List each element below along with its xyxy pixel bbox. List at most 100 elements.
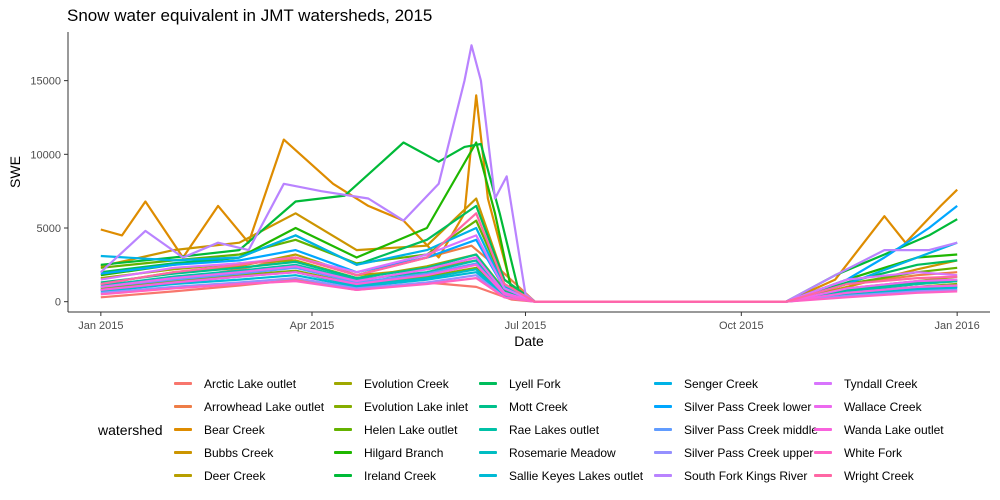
legend-key (174, 428, 192, 431)
legend-label: Wanda Lake outlet (844, 422, 944, 437)
series-line-white-fork (100, 277, 958, 303)
x-tick-label: Oct 2015 (719, 320, 764, 332)
legend-key (174, 474, 192, 477)
legend-title: watershed (98, 422, 163, 438)
series-line-tyndall-creek (100, 234, 958, 303)
legend-item: White Fork (814, 441, 954, 464)
x-tick-label: Jan 2015 (78, 320, 123, 332)
legend-key (814, 451, 832, 454)
legend-key (654, 451, 672, 454)
legend-key (654, 428, 672, 431)
legend-item: Silver Pass Creek lower (654, 395, 814, 418)
legend-key (479, 428, 497, 431)
legend-label: Helen Lake outlet (364, 422, 458, 437)
legend-item: Wright Creek (814, 464, 954, 487)
legend-key (654, 474, 672, 477)
series-line-wallace-creek (100, 256, 958, 303)
legend-key (174, 451, 192, 454)
legend-key (479, 405, 497, 408)
legend-key (334, 451, 352, 454)
legend-key (479, 451, 497, 454)
legend-item: Silver Pass Creek upper (654, 441, 814, 464)
legend-label: Lyell Fork (509, 376, 561, 391)
legend-item: Sallie Keyes Lakes outlet (479, 464, 654, 487)
legend-item: Wallace Creek (814, 395, 954, 418)
series-line-mott-creek (100, 253, 958, 303)
legend-label: Arctic Lake outlet (204, 376, 297, 391)
legend-key (814, 474, 832, 477)
legend-key (814, 428, 832, 431)
legend-key (654, 382, 672, 385)
y-tick-label: 0 (55, 297, 61, 309)
legend-label: Ireland Creek (364, 468, 437, 483)
legend-label: Rosemarie Meadow (509, 445, 616, 460)
legend-label: Evolution Creek (364, 376, 449, 391)
y-tick-label: 5000 (37, 223, 61, 235)
legend-label: Evolution Lake inlet (364, 399, 469, 414)
legend-label: Senger Creek (684, 376, 759, 391)
series-layer (100, 44, 958, 303)
legend-label: Silver Pass Creek middle (684, 422, 819, 437)
x-tick-label: Apr 2015 (290, 320, 335, 332)
legend-label: Silver Pass Creek upper (684, 445, 814, 460)
legend-key (334, 428, 352, 431)
legend-item: Tyndall Creek (814, 372, 954, 395)
legend-item: Rosemarie Meadow (479, 441, 654, 464)
legend-item: Bear Creek (174, 418, 334, 441)
legend-item: Arrowhead Lake outlet (174, 395, 334, 418)
legend-item: Evolution Creek (334, 372, 479, 395)
legend-key (334, 474, 352, 477)
legend-label: South Fork Kings River (684, 468, 808, 483)
legend-label: White Fork (844, 445, 903, 460)
legend-key (334, 405, 352, 408)
legend-label: Wallace Creek (844, 399, 922, 414)
legend-item: Lyell Fork (479, 372, 654, 395)
legend-items: Arctic Lake outlet Arrowhead Lake outlet B… (174, 372, 954, 487)
legend-key (479, 474, 497, 477)
x-tick-label: Jul 2015 (505, 320, 547, 332)
legend-item: Silver Pass Creek middle (654, 418, 818, 441)
legend-key (479, 382, 497, 385)
legend-label: Silver Pass Creek lower (684, 399, 812, 414)
legend-item: Ireland Creek (334, 464, 479, 487)
legend-key (814, 382, 832, 385)
legend-item: Hilgard Branch (334, 441, 479, 464)
legend-label: Arrowhead Lake outlet (204, 399, 325, 414)
legend-key (174, 405, 192, 408)
y-axis: 0 5000 10000 15000 (30, 76, 68, 309)
legend-label: Wright Creek (844, 468, 914, 483)
line-chart: 0 5000 10000 15000 Jan 2015 Apr 2015 Jul 2015… (7, 32, 990, 349)
legend-label: Mott Creek (509, 399, 568, 414)
legend-item: Rae Lakes outlet (479, 418, 654, 441)
legend-label: Deer Creek (204, 468, 266, 483)
legend: watershed Arctic Lake outlet Arrowhead La… (98, 372, 988, 492)
legend-key (174, 382, 192, 385)
legend-item: Evolution Lake inlet (334, 395, 479, 418)
legend-label: Bubbs Creek (204, 445, 274, 460)
series-line-wanda-lake-outlet (100, 263, 958, 303)
legend-label: Sallie Keyes Lakes outlet (509, 468, 644, 483)
legend-key (334, 382, 352, 385)
y-tick-label: 10000 (30, 149, 61, 161)
series-line-south-fork-kings-river (100, 44, 958, 303)
y-tick-label: 15000 (30, 76, 61, 88)
legend-item: Wanda Lake outlet (814, 418, 954, 441)
chart-title: Snow water equivalent in JMT watersheds,… (67, 6, 433, 25)
legend-label: Rae Lakes outlet (509, 422, 600, 437)
y-axis-title: SWE (7, 156, 23, 188)
legend-key (654, 405, 672, 408)
legend-label: Bear Creek (204, 422, 265, 437)
x-axis: Jan 2015 Apr 2015 Jul 2015 Oct 2015 Jan 2016 (78, 312, 980, 332)
legend-label: Tyndall Creek (844, 376, 918, 391)
legend-item: Helen Lake outlet (334, 418, 479, 441)
series-line-silver-pass-creek-upper (100, 274, 958, 303)
legend-item: Mott Creek (479, 395, 654, 418)
x-tick-label: Jan 2016 (935, 320, 980, 332)
legend-item: Arctic Lake outlet (174, 372, 334, 395)
series-line-bubbs-creek (100, 197, 958, 303)
legend-key (814, 405, 832, 408)
legend-item: South Fork Kings River (654, 464, 814, 487)
series-line-rae-lakes-outlet (100, 259, 958, 303)
x-axis-title: Date (514, 333, 544, 349)
legend-item: Deer Creek (174, 464, 334, 487)
